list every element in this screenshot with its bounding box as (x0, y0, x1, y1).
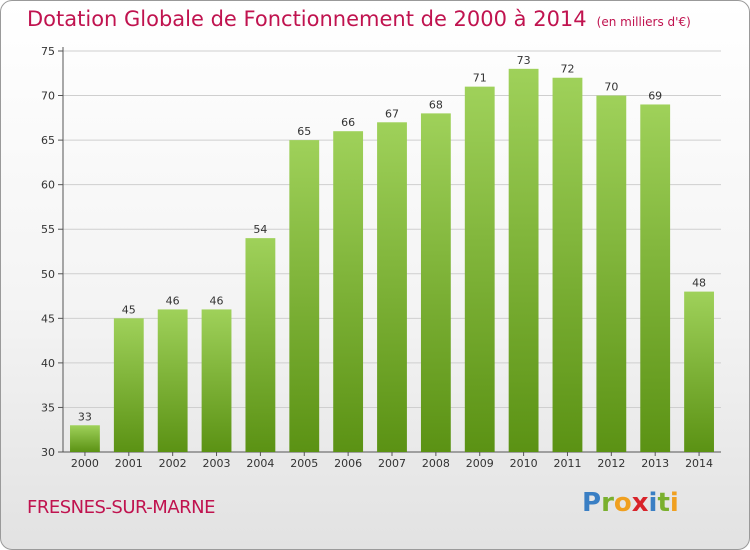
bar (289, 140, 320, 452)
x-tick-label: 2000 (71, 457, 99, 470)
logo-letter: o (613, 488, 632, 518)
y-tick-label: 40 (41, 357, 55, 370)
x-tick-label: 2002 (159, 457, 187, 470)
x-tick-label: 2011 (553, 457, 581, 470)
bar (70, 425, 100, 452)
logo-letter: x (631, 488, 649, 518)
bar (596, 95, 627, 453)
y-tick-label: 30 (41, 446, 55, 459)
bar (333, 131, 364, 452)
bar (640, 104, 671, 452)
logo-letter: i (648, 488, 658, 518)
proxiti-logo: Proxiti (582, 488, 679, 518)
bar (157, 309, 188, 452)
logo-letter: i (669, 488, 679, 518)
x-tick-label: 2007 (378, 457, 406, 470)
bar-value-label: 70 (604, 81, 618, 94)
chart-title-text: Dotation Globale de Fonctionnement de 20… (27, 7, 587, 31)
chart-title: Dotation Globale de Fonctionnement de 20… (27, 7, 691, 31)
y-tick-label: 60 (41, 179, 55, 192)
y-tick-label: 65 (41, 134, 55, 147)
bar-value-label: 67 (385, 107, 399, 120)
bar-value-label: 71 (473, 72, 487, 85)
bar-value-label: 48 (692, 277, 706, 290)
x-tick-label: 2008 (422, 457, 450, 470)
x-tick-label: 2010 (510, 457, 538, 470)
y-tick-label: 35 (41, 401, 55, 414)
x-tick-label: 2006 (334, 457, 362, 470)
bar-value-label: 46 (210, 294, 224, 307)
logo-letter: r (601, 488, 614, 518)
bar (377, 122, 407, 453)
y-tick-label: 50 (41, 268, 55, 281)
commune-name: FRESNES-SUR-MARNE (27, 497, 215, 518)
bar-value-label: 45 (122, 303, 136, 316)
unit-note: (en milliers d'€) (596, 15, 691, 29)
bar (464, 86, 495, 453)
bar (508, 68, 539, 453)
logo-letter: t (657, 488, 670, 518)
bar-value-label: 73 (517, 54, 531, 67)
bar (684, 291, 714, 452)
logo-letter: P (582, 488, 602, 518)
x-tick-label: 2009 (466, 457, 494, 470)
bar-value-label: 68 (429, 98, 443, 111)
x-tick-label: 2013 (641, 457, 669, 470)
y-tick-label: 70 (41, 90, 55, 103)
bar-value-label: 72 (560, 63, 574, 76)
y-tick-label: 55 (41, 223, 55, 236)
bar-value-label: 46 (166, 294, 180, 307)
bar (420, 113, 451, 452)
x-tick-label: 2005 (290, 457, 318, 470)
x-tick-label: 2001 (115, 457, 143, 470)
bar-value-label: 65 (297, 125, 311, 138)
bar (245, 238, 276, 452)
bar-value-label: 69 (648, 89, 662, 102)
x-tick-label: 2014 (685, 457, 713, 470)
bar-value-label: 66 (341, 116, 355, 129)
bar-value-label: 54 (253, 223, 267, 236)
bar (552, 77, 583, 452)
bar (201, 309, 232, 452)
x-tick-label: 2004 (246, 457, 274, 470)
bar (113, 318, 144, 452)
y-tick-label: 75 (41, 45, 55, 58)
x-tick-label: 2003 (203, 457, 231, 470)
x-tick-label: 2012 (597, 457, 625, 470)
y-tick-label: 45 (41, 312, 55, 325)
bar-value-label: 33 (78, 410, 92, 423)
